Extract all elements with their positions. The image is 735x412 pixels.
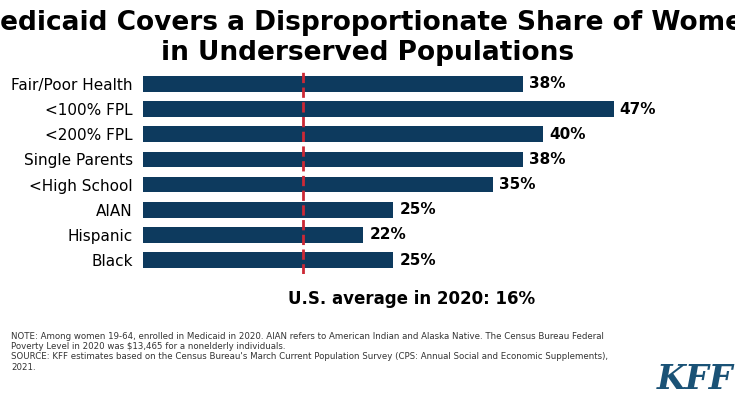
Bar — [143, 101, 614, 117]
Text: 38%: 38% — [529, 76, 566, 91]
Text: 47%: 47% — [620, 102, 656, 117]
Text: NOTE: Among women 19-64, enrolled in Medicaid in 2020. AIAN refers to American I: NOTE: Among women 19-64, enrolled in Med… — [11, 332, 608, 372]
Text: 25%: 25% — [399, 202, 436, 217]
Bar — [143, 126, 543, 142]
Text: 25%: 25% — [399, 253, 436, 268]
Bar — [143, 177, 493, 192]
Bar — [143, 76, 523, 92]
Text: 35%: 35% — [500, 177, 536, 192]
Bar — [143, 227, 363, 243]
Text: 22%: 22% — [370, 227, 406, 242]
Text: U.S. average in 2020: 16%: U.S. average in 2020: 16% — [288, 290, 535, 309]
Text: KFF: KFF — [656, 363, 733, 396]
Text: 38%: 38% — [529, 152, 566, 167]
Bar — [143, 152, 523, 167]
Text: Medicaid Covers a Disproportionate Share of Women
in Underserved Populations: Medicaid Covers a Disproportionate Share… — [0, 10, 735, 66]
Bar — [143, 252, 393, 268]
Bar — [143, 202, 393, 218]
Text: 40%: 40% — [550, 127, 586, 142]
